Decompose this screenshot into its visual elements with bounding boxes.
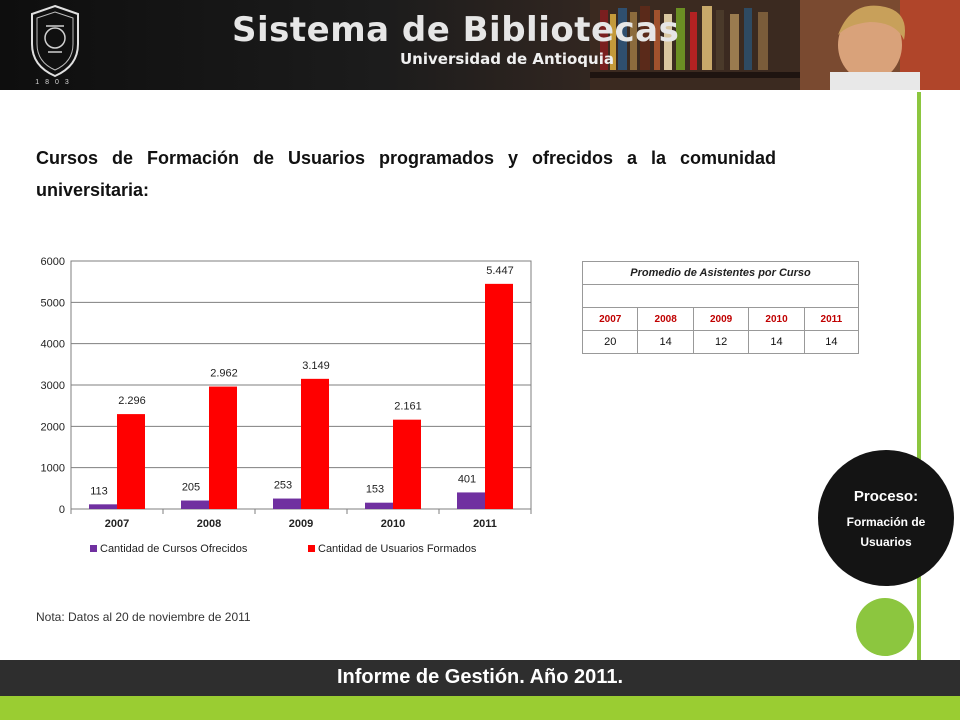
courses-bar-chart: 0 1000 2000 3000 4000 5000 6000 2007 113 2.296 200… (41, 256, 532, 555)
data-label: 2.962 (210, 368, 238, 380)
site-header: 1803 Sistema de Bibliotecas Universidad … (0, 0, 960, 90)
bookshelf-photo (590, 0, 820, 90)
table-value: 20 (581, 330, 639, 354)
courses-bar (181, 500, 209, 509)
data-label: 253 (274, 480, 292, 492)
data-label: 153 (366, 484, 384, 496)
x-tick-label: 2010 (381, 518, 405, 530)
y-tick-label: 0 (59, 504, 65, 516)
table-empty-row (582, 284, 859, 308)
y-tick-label: 1000 (41, 463, 65, 475)
data-label: 401 (458, 473, 476, 485)
student-photo (800, 0, 960, 90)
process-badge: Proceso: Formación de Usuarios (818, 450, 954, 586)
page-headline: Cursos de Formación de Usuarios programa… (36, 148, 776, 200)
y-tick-label: 4000 (41, 339, 65, 351)
site-subtitle: Universidad de Antioquia (400, 50, 614, 68)
university-seal-icon (31, 4, 79, 78)
table-title: Promedio de Asistentes por Curso (582, 261, 859, 285)
x-tick-label: 2008 (197, 518, 221, 530)
y-tick-label: 3000 (41, 380, 65, 392)
table-year: 2011 (803, 307, 860, 331)
table-value: 14 (803, 330, 860, 354)
data-label: 2.296 (118, 395, 146, 407)
table-year: 2009 (692, 307, 750, 331)
green-divider (917, 92, 921, 660)
legend-swatch-users (308, 545, 315, 552)
y-tick-label: 6000 (41, 256, 65, 268)
site-title: Sistema de Bibliotecas (232, 10, 680, 50)
seal-year: 1803 (35, 79, 75, 86)
data-label: 5.447 (486, 265, 514, 277)
legend-label: Cantidad de Usuarios Formados (318, 543, 477, 555)
table-value: 14 (637, 330, 694, 354)
legend-swatch-courses (90, 545, 97, 552)
courses-bar (457, 492, 485, 509)
users-bar (209, 386, 237, 509)
data-note: Nota: Datos al 20 de noviembre de 2011 (36, 610, 251, 624)
users-bar (117, 414, 145, 509)
process-name: Formación de Usuarios (846, 515, 926, 549)
data-label: 3.149 (302, 360, 330, 372)
table-values-row: 20 14 12 14 14 (581, 330, 860, 354)
table-years-row: 2007 2008 2009 2010 2011 (581, 307, 860, 331)
footer-title: Informe de Gestión. Año 2011. (337, 666, 623, 688)
courses-bar (273, 498, 301, 509)
table-year: 2010 (748, 307, 805, 331)
attendance-table: Promedio de Asistentes por Curso 2007 20… (581, 261, 860, 354)
courses-bar (89, 504, 117, 509)
data-label: 2.161 (394, 401, 422, 413)
footer-green-strip (0, 696, 960, 720)
footer-bar: Informe de Gestión. Año 2011. (0, 660, 960, 696)
green-dot (856, 598, 914, 656)
x-tick-label: 2007 (105, 518, 129, 530)
data-label: 113 (90, 485, 108, 497)
data-label: 205 (182, 482, 200, 494)
x-tick-label: 2011 (473, 518, 497, 530)
x-tick-label: 2009 (289, 518, 313, 530)
table-year: 2007 (581, 307, 639, 331)
table-value: 14 (748, 330, 805, 354)
y-tick-label: 2000 (41, 421, 65, 433)
courses-bar (365, 502, 393, 509)
table-value: 12 (692, 330, 750, 354)
process-label: Proceso: (853, 488, 919, 505)
users-bar (301, 378, 329, 509)
legend-label: Cantidad de Cursos Ofrecidos (100, 543, 248, 555)
users-bar (393, 419, 421, 509)
users-bar (485, 283, 513, 509)
table-year: 2008 (637, 307, 694, 331)
y-tick-label: 5000 (41, 297, 65, 309)
